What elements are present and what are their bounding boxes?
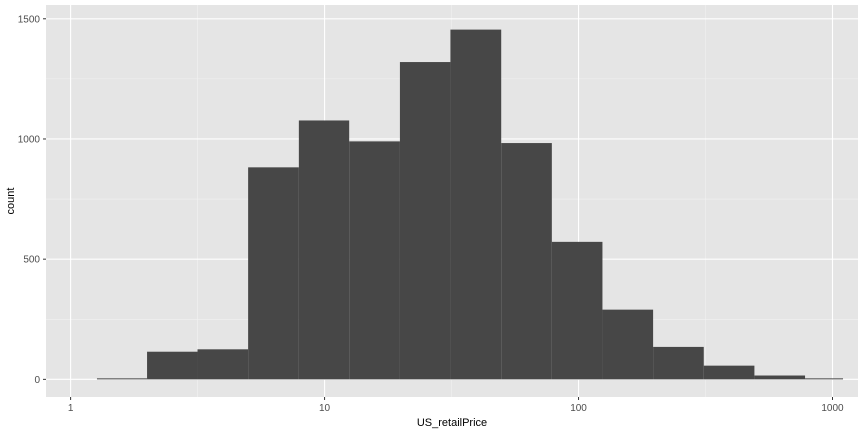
y-tick-label: 500 [23, 255, 40, 266]
histogram-bar [653, 346, 704, 380]
y-tick-label: 0 [34, 375, 40, 386]
histogram-bar [501, 143, 552, 380]
x-tick-label: 10 [319, 403, 331, 414]
histogram-bar [147, 351, 198, 380]
histogram-bar [805, 378, 844, 380]
x-tick-label: 100 [570, 403, 587, 414]
histogram-bar [703, 365, 755, 380]
y-tick-label: 1500 [18, 14, 41, 25]
histogram-bar [754, 375, 806, 380]
histogram-bar [602, 309, 654, 380]
y-axis-title: count [5, 188, 17, 215]
histogram-bar [551, 241, 603, 380]
histogram-bar [96, 378, 148, 380]
histogram-bar [450, 29, 502, 380]
histogram-bar [349, 141, 400, 380]
histogram-bar [248, 167, 299, 380]
x-tick-label: 1000 [821, 403, 844, 414]
y-axis-ticks: 0 500 1000 1500 [18, 14, 46, 386]
histogram-bar [298, 120, 350, 380]
y-tick-label: 1000 [18, 134, 41, 145]
x-axis-title: US_retailPrice [417, 417, 487, 429]
histogram-bar [399, 62, 451, 380]
x-tick-label: 1 [68, 403, 74, 414]
histogram-bars [96, 29, 844, 380]
x-axis-ticks: 1 10 100 1000 [68, 397, 844, 414]
histogram-bar [197, 349, 249, 380]
